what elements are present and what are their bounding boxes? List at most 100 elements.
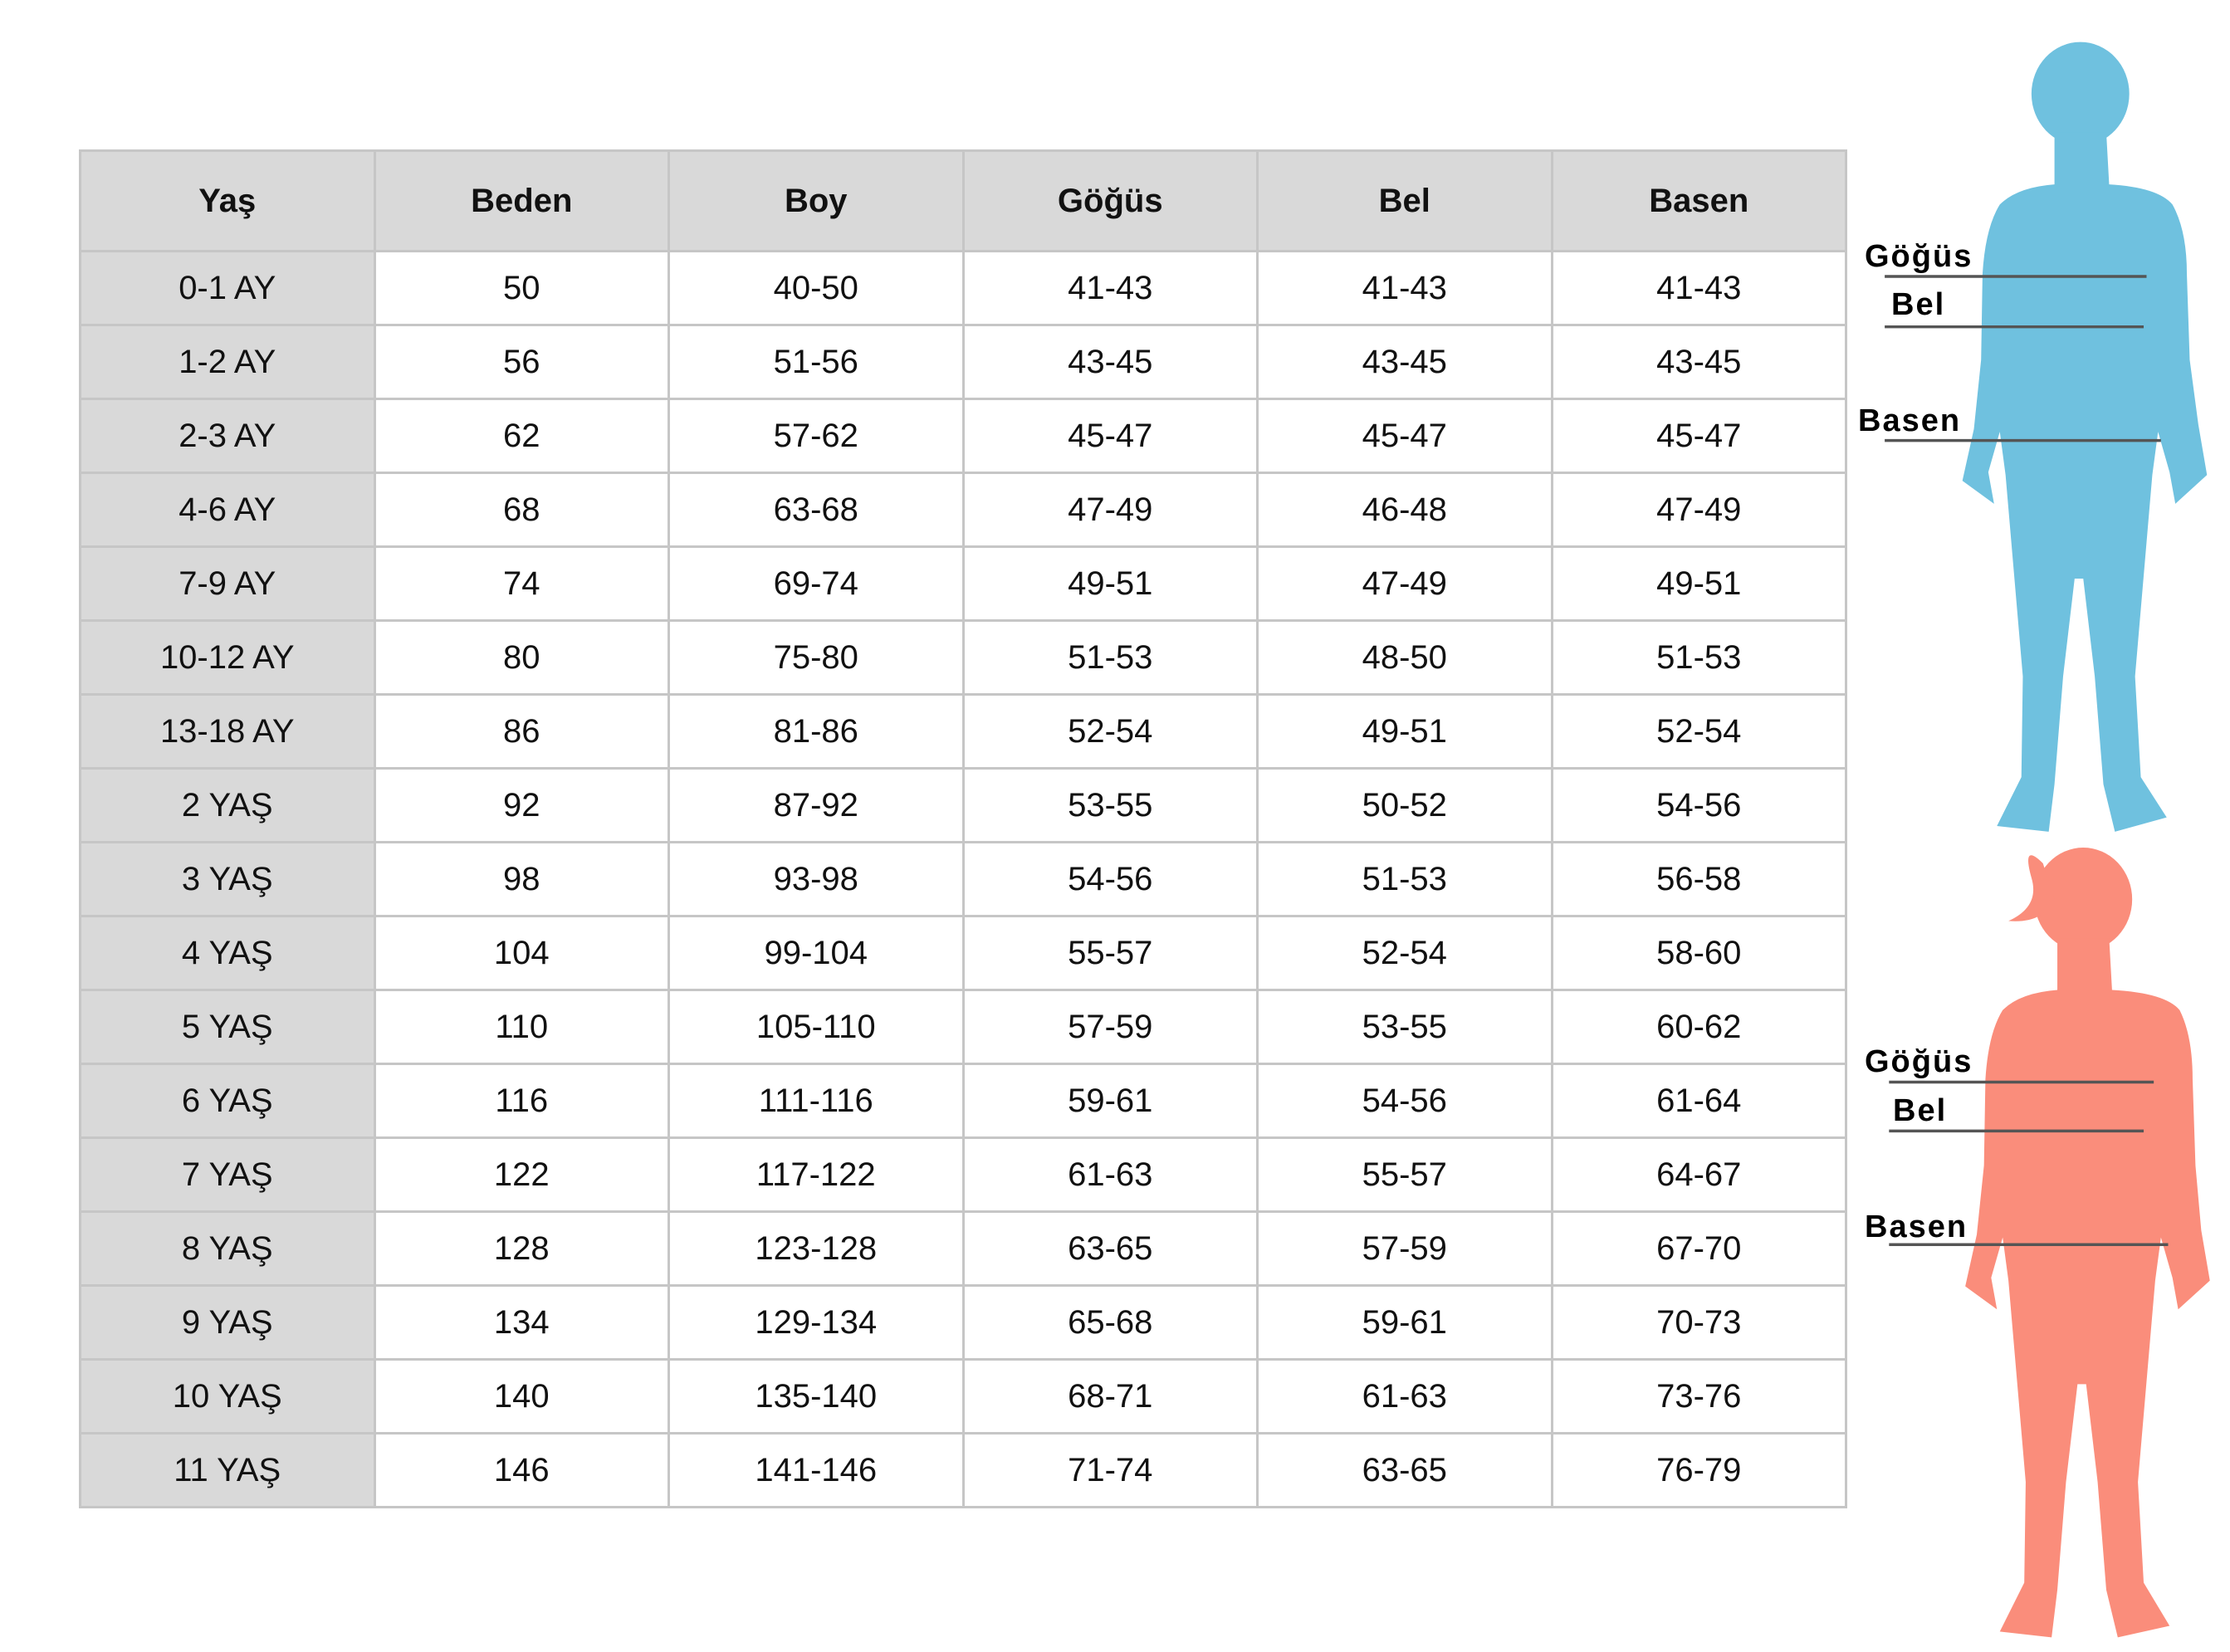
cell-hip: 73-76 — [1550, 1358, 1847, 1435]
cell-hip: 49-51 — [1550, 545, 1847, 622]
table-row: 2-3 AY 62 57-62 45-47 45-47 45-47 — [79, 398, 1847, 474]
cell-age: 4 YAŞ — [79, 915, 376, 991]
cell-age: 2-3 AY — [79, 398, 376, 474]
cell-size: 50 — [373, 250, 670, 326]
cell-hip: 64-67 — [1550, 1136, 1847, 1213]
cell-size: 104 — [373, 915, 670, 991]
cell-age: 13-18 AY — [79, 693, 376, 770]
cell-chest: 63-65 — [961, 1210, 1259, 1287]
table-row: 9 YAŞ 134 129-134 65-68 59-61 70-73 — [79, 1284, 1847, 1361]
cell-chest: 57-59 — [961, 989, 1259, 1065]
table-row: 8 YAŞ 128 123-128 63-65 57-59 67-70 — [79, 1210, 1847, 1287]
table-row: 11 YAŞ 146 141-146 71-74 63-65 76-79 — [79, 1432, 1847, 1508]
cell-height: 141-146 — [668, 1432, 965, 1508]
cell-age: 0-1 AY — [79, 250, 376, 326]
cell-hip: 43-45 — [1550, 324, 1847, 400]
cell-waist: 46-48 — [1256, 472, 1553, 548]
table-body: 0-1 AY 50 40-50 41-43 41-43 41-43 1-2 AY 56 51-5… — [79, 250, 1847, 1508]
cell-size: 140 — [373, 1358, 670, 1435]
table-row: 4-6 AY 68 63-68 47-49 46-48 47-49 — [79, 472, 1847, 548]
cell-size: 110 — [373, 989, 670, 1065]
cell-size: 62 — [373, 398, 670, 474]
table-row: 10-12 AY 80 75-80 51-53 48-50 51-53 — [79, 619, 1847, 696]
cell-age: 10-12 AY — [79, 619, 376, 696]
table-row: 4 YAŞ 104 99-104 55-57 52-54 58-60 — [79, 915, 1847, 991]
cell-chest: 52-54 — [961, 693, 1259, 770]
table-row: 0-1 AY 50 40-50 41-43 41-43 41-43 — [79, 250, 1847, 326]
cell-size: 146 — [373, 1432, 670, 1508]
cell-age: 7-9 AY — [79, 545, 376, 622]
cell-chest: 45-47 — [961, 398, 1259, 474]
cell-age: 9 YAŞ — [79, 1284, 376, 1361]
cell-size: 56 — [373, 324, 670, 400]
header-chest: Göğüs — [961, 149, 1259, 252]
boy-body — [1962, 132, 2208, 832]
header-waist: Bel — [1256, 149, 1553, 252]
boy-hip-label: Basen — [1858, 403, 1962, 438]
cell-hip: 67-70 — [1550, 1210, 1847, 1287]
table-row: 10 YAŞ 140 135-140 68-71 61-63 73-76 — [79, 1358, 1847, 1435]
cell-hip: 60-62 — [1550, 989, 1847, 1065]
cell-hip: 76-79 — [1550, 1432, 1847, 1508]
cell-size: 98 — [373, 841, 670, 917]
cell-height: 123-128 — [668, 1210, 965, 1287]
cell-size: 74 — [373, 545, 670, 622]
table-row: 7 YAŞ 122 117-122 61-63 55-57 64-67 — [79, 1136, 1847, 1213]
cell-height: 99-104 — [668, 915, 965, 991]
cell-chest: 49-51 — [961, 545, 1259, 622]
header-height: Boy — [668, 149, 965, 252]
cell-size: 122 — [373, 1136, 670, 1213]
cell-height: 51-56 — [668, 324, 965, 400]
cell-age: 6 YAŞ — [79, 1063, 376, 1139]
cell-waist: 49-51 — [1256, 693, 1553, 770]
cell-chest: 68-71 — [961, 1358, 1259, 1435]
girl-ponytail — [2008, 855, 2055, 921]
girl-body — [1965, 938, 2210, 1638]
cell-height: 117-122 — [668, 1136, 965, 1213]
cell-waist: 50-52 — [1256, 767, 1553, 843]
cell-age: 4-6 AY — [79, 472, 376, 548]
cell-age: 10 YAŞ — [79, 1358, 376, 1435]
cell-waist: 55-57 — [1256, 1136, 1553, 1213]
cell-waist: 52-54 — [1256, 915, 1553, 991]
cell-hip: 51-53 — [1550, 619, 1847, 696]
cell-chest: 43-45 — [961, 324, 1259, 400]
cell-chest: 71-74 — [961, 1432, 1259, 1508]
cell-height: 105-110 — [668, 989, 965, 1065]
header-age: Yaş — [79, 149, 376, 252]
cell-height: 69-74 — [668, 545, 965, 622]
cell-height: 135-140 — [668, 1358, 965, 1435]
cell-waist: 43-45 — [1256, 324, 1553, 400]
table-row: 2 YAŞ 92 87-92 53-55 50-52 54-56 — [79, 767, 1847, 843]
cell-chest: 65-68 — [961, 1284, 1259, 1361]
table-row: 1-2 AY 56 51-56 43-45 43-45 43-45 — [79, 324, 1847, 400]
cell-size: 134 — [373, 1284, 670, 1361]
cell-hip: 58-60 — [1550, 915, 1847, 991]
cell-size: 68 — [373, 472, 670, 548]
cell-waist: 45-47 — [1256, 398, 1553, 474]
cell-size: 128 — [373, 1210, 670, 1287]
header-size: Beden — [373, 149, 670, 252]
cell-age: 11 YAŞ — [79, 1432, 376, 1508]
cell-waist: 57-59 — [1256, 1210, 1553, 1287]
cell-hip: 61-64 — [1550, 1063, 1847, 1139]
table-row: 5 YAŞ 110 105-110 57-59 53-55 60-62 — [79, 989, 1847, 1065]
cell-chest: 51-53 — [961, 619, 1259, 696]
cell-chest: 53-55 — [961, 767, 1259, 843]
header-hip: Basen — [1550, 149, 1847, 252]
size-chart-table: Yaş Beden Boy Göğüs Bel Basen 0-1 AY 50 40… — [79, 149, 1847, 1508]
cell-height: 75-80 — [668, 619, 965, 696]
boy-waist-label: Bel — [1891, 287, 1946, 322]
girl-head — [2034, 847, 2133, 951]
cell-hip: 47-49 — [1550, 472, 1847, 548]
cell-hip: 70-73 — [1550, 1284, 1847, 1361]
cell-age: 8 YAŞ — [79, 1210, 376, 1287]
cell-size: 86 — [373, 693, 670, 770]
cell-waist: 63-65 — [1256, 1432, 1553, 1508]
table-row: 7-9 AY 74 69-74 49-51 47-49 49-51 — [79, 545, 1847, 622]
cell-chest: 47-49 — [961, 472, 1259, 548]
cell-height: 81-86 — [668, 693, 965, 770]
cell-chest: 59-61 — [961, 1063, 1259, 1139]
cell-size: 92 — [373, 767, 670, 843]
cell-waist: 61-63 — [1256, 1358, 1553, 1435]
